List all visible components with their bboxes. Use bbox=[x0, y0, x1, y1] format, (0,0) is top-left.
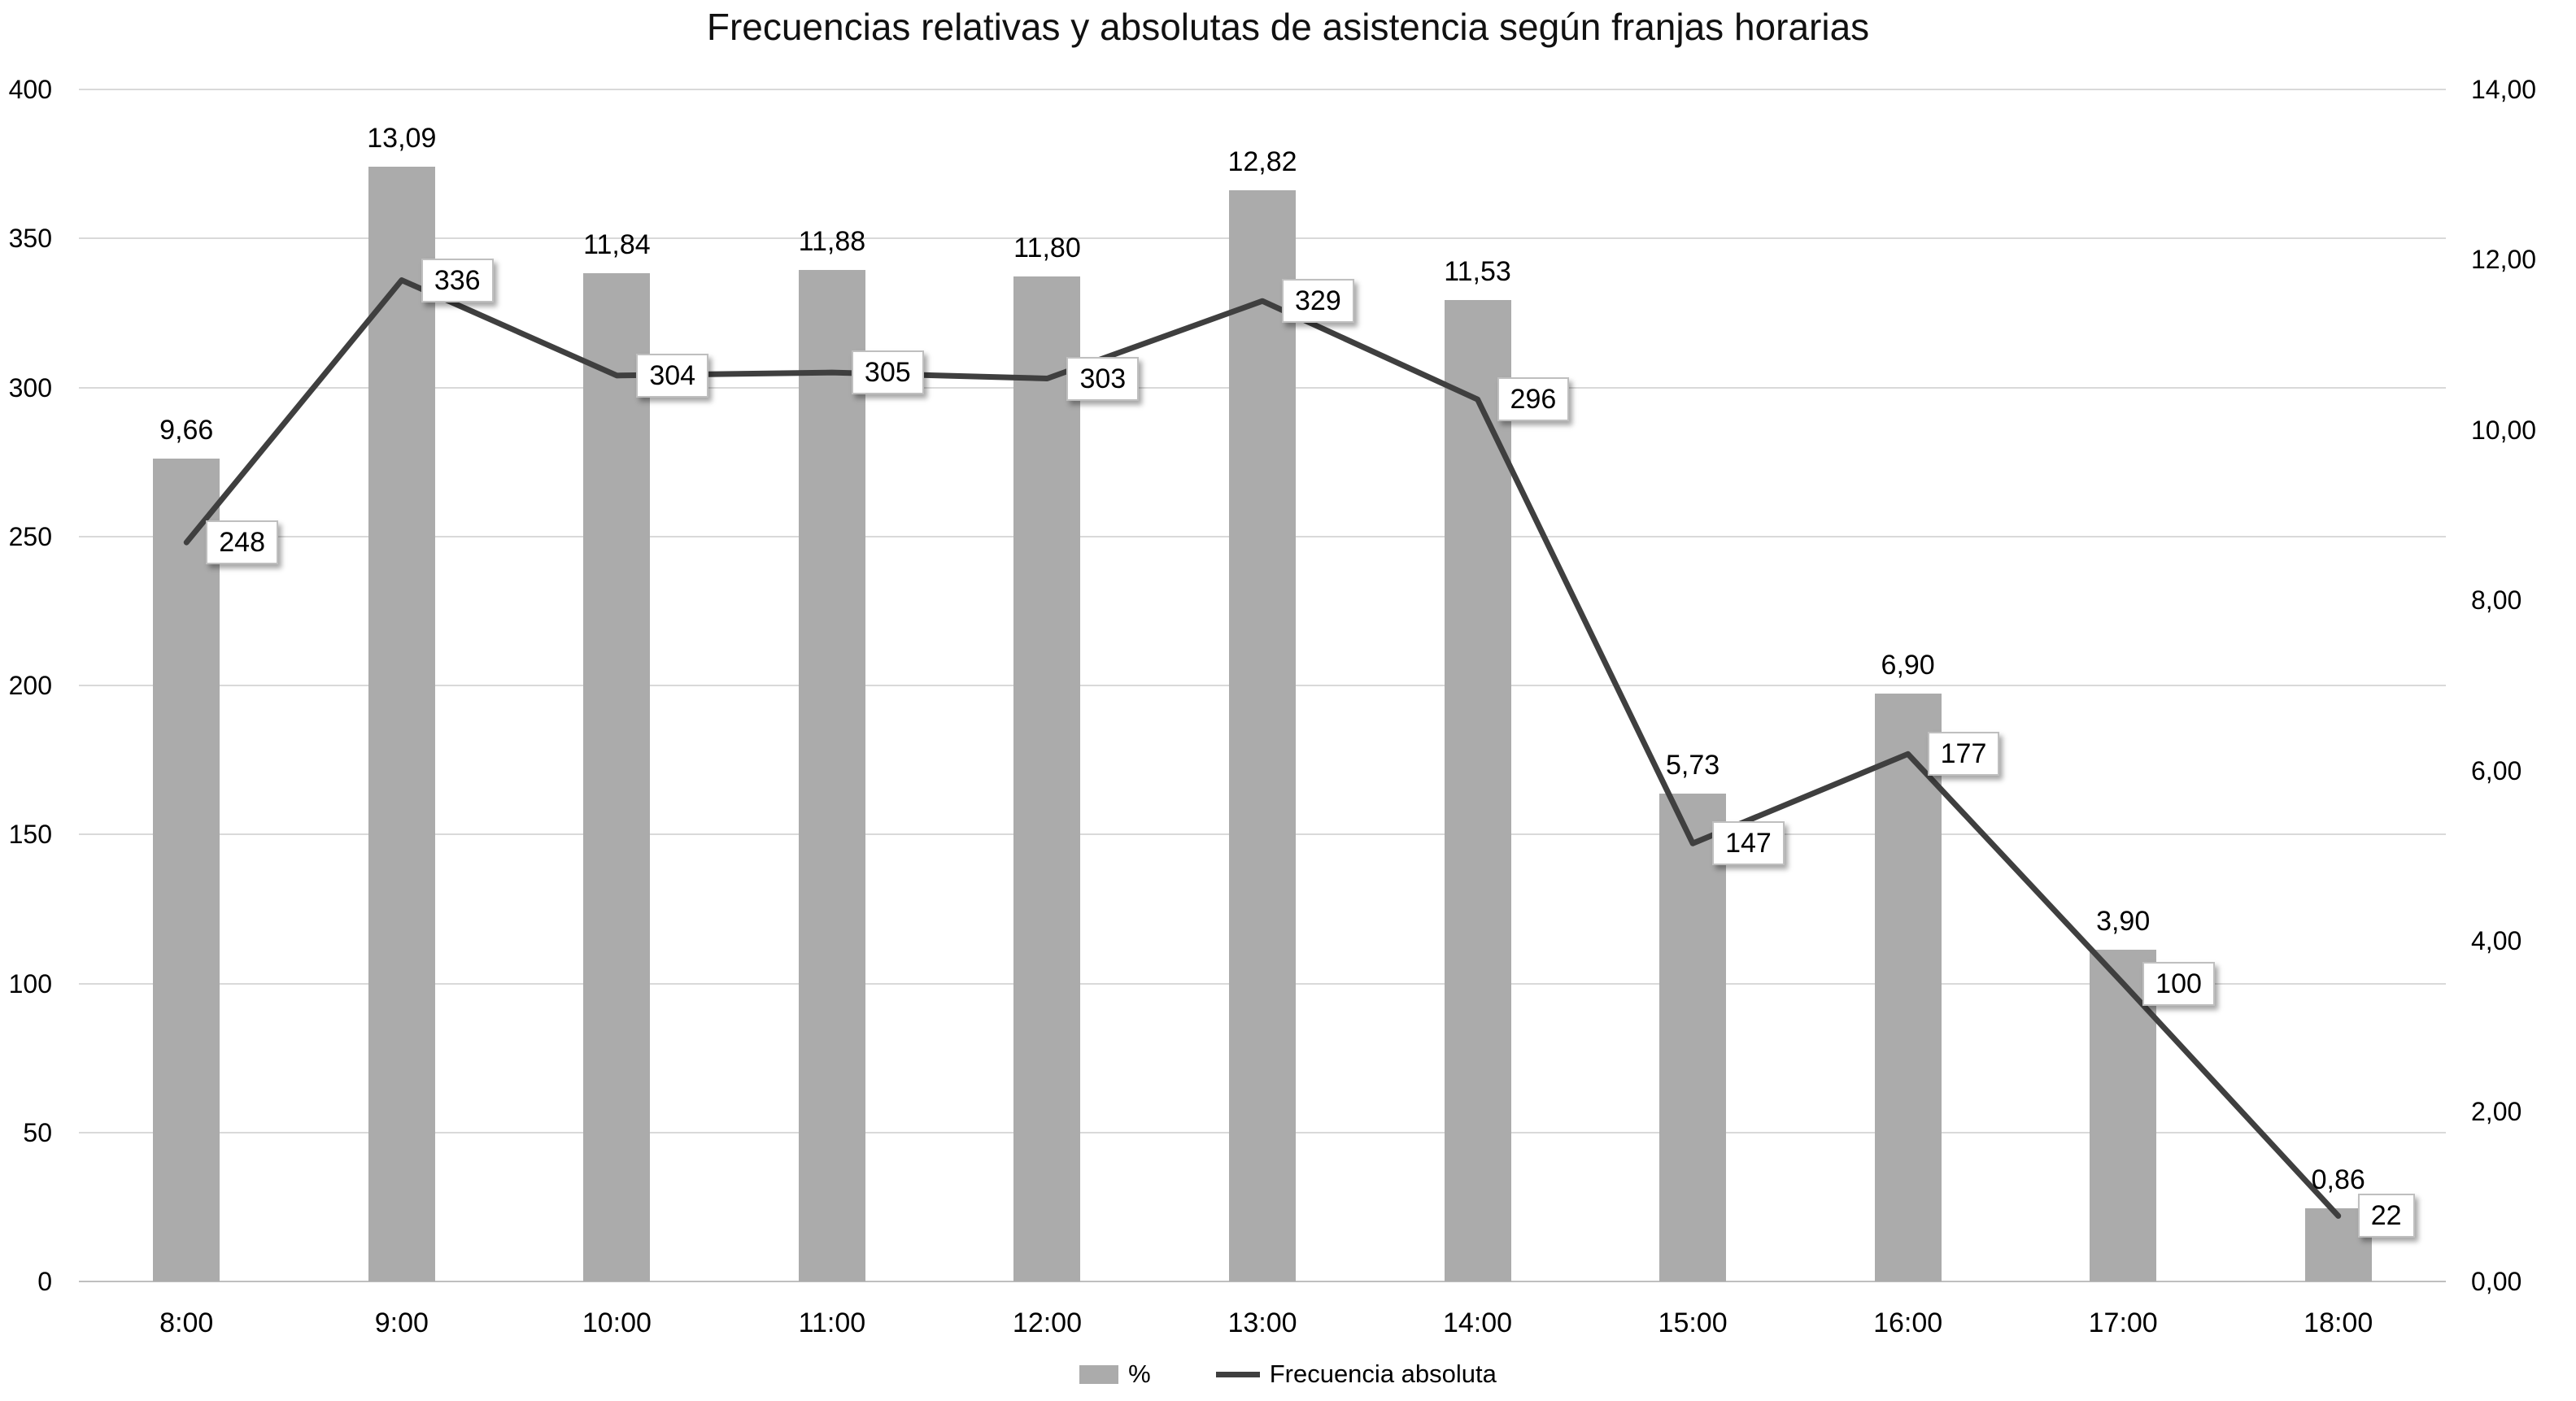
bar bbox=[1229, 189, 1296, 1281]
left-axis-tick-label: 350 bbox=[8, 224, 52, 254]
x-axis-tick-label: 9:00 bbox=[374, 1307, 429, 1338]
right-axis-tick-label: 2,00 bbox=[2471, 1096, 2522, 1126]
left-axis-tick-label: 200 bbox=[8, 671, 52, 700]
line-value-label: 303 bbox=[1066, 356, 1140, 401]
legend-label-percent: % bbox=[1128, 1360, 1151, 1388]
left-axis-tick-label: 50 bbox=[23, 1117, 52, 1147]
bar bbox=[1444, 299, 1511, 1281]
legend-line-swatch-icon bbox=[1215, 1371, 1260, 1377]
left-axis-tick-label: 300 bbox=[8, 372, 52, 402]
x-axis-tick-label: 14:00 bbox=[1442, 1307, 1513, 1338]
line-value-label: 304 bbox=[636, 353, 709, 398]
x-axis-tick-label: 15:00 bbox=[1658, 1307, 1728, 1338]
left-axis-tick-label: 0 bbox=[37, 1267, 52, 1296]
bar-value-label: 5,73 bbox=[1665, 749, 1720, 781]
right-axis-tick-label: 4,00 bbox=[2471, 926, 2522, 956]
right-axis-tick-label: 0,00 bbox=[2471, 1267, 2522, 1296]
legend-item-frecuencia-absoluta: Frecuencia absoluta bbox=[1215, 1360, 1497, 1389]
bar bbox=[1874, 694, 1942, 1281]
bar-value-label: 3,90 bbox=[2096, 905, 2151, 937]
bar-value-label: 11,84 bbox=[583, 229, 651, 261]
line-value-label: 22 bbox=[2357, 1194, 2415, 1238]
bar bbox=[583, 273, 651, 1281]
x-axis-tick-label: 16:00 bbox=[1873, 1307, 1943, 1338]
x-axis-tick-label: 11:00 bbox=[798, 1307, 866, 1338]
line-value-label: 248 bbox=[206, 520, 278, 565]
line-value-label: 100 bbox=[2142, 961, 2215, 1006]
bar-value-label: 13,09 bbox=[367, 123, 437, 154]
x-axis-tick-label: 12:00 bbox=[1012, 1307, 1082, 1338]
legend-label-frecuencia-absoluta: Frecuencia absoluta bbox=[1269, 1360, 1497, 1388]
bar bbox=[368, 167, 435, 1281]
line-value-label: 305 bbox=[851, 350, 924, 395]
x-axis-tick-label: 8:00 bbox=[159, 1307, 214, 1338]
left-axis-tick-label: 250 bbox=[8, 521, 52, 551]
left-axis-tick-label: 150 bbox=[8, 820, 52, 850]
right-axis-tick-label: 8,00 bbox=[2471, 585, 2522, 616]
x-axis-tick-label: 17:00 bbox=[2088, 1307, 2158, 1338]
bar-value-label: 12,82 bbox=[1227, 146, 1297, 177]
line-value-label: 329 bbox=[1282, 279, 1354, 324]
bar bbox=[1013, 276, 1081, 1281]
x-axis-tick-label: 13:00 bbox=[1227, 1307, 1297, 1338]
right-axis-tick-label: 10,00 bbox=[2471, 415, 2537, 445]
line-value-label: 296 bbox=[1497, 377, 1570, 422]
line-value-label: 147 bbox=[1712, 821, 1785, 866]
right-axis-tick-label: 14,00 bbox=[2471, 75, 2537, 104]
legend: % Frecuencia absoluta bbox=[0, 1360, 2576, 1389]
right-axis-tick-label: 6,00 bbox=[2471, 755, 2522, 785]
bar bbox=[153, 459, 220, 1281]
bar-value-label: 0,86 bbox=[2311, 1164, 2365, 1195]
bar-value-label: 11,88 bbox=[798, 225, 866, 257]
x-axis-tick-label: 10:00 bbox=[582, 1307, 652, 1338]
frequency-line bbox=[183, 277, 2342, 1219]
bar bbox=[1659, 793, 1727, 1281]
bar bbox=[798, 269, 865, 1281]
legend-item-percent: % bbox=[1079, 1360, 1151, 1389]
legend-bar-swatch-icon bbox=[1079, 1364, 1119, 1384]
bar-value-label: 11,80 bbox=[1013, 233, 1081, 264]
line-value-label: 177 bbox=[1927, 732, 2000, 777]
bar-value-label: 9,66 bbox=[159, 415, 214, 446]
x-axis-tick-label: 18:00 bbox=[2304, 1307, 2373, 1338]
left-axis-tick-label: 100 bbox=[8, 968, 52, 999]
chart-title: Frecuencias relativas y absolutas de asi… bbox=[706, 6, 1870, 48]
gridline bbox=[79, 89, 2446, 90]
x-axis-line bbox=[79, 1281, 2446, 1282]
line-value-label: 336 bbox=[421, 258, 494, 302]
right-axis-tick-label: 12,00 bbox=[2471, 245, 2537, 275]
bar-value-label: 6,90 bbox=[1881, 650, 1935, 681]
left-axis-tick-label: 400 bbox=[8, 75, 52, 104]
bar-value-label: 11,53 bbox=[1444, 255, 1511, 287]
